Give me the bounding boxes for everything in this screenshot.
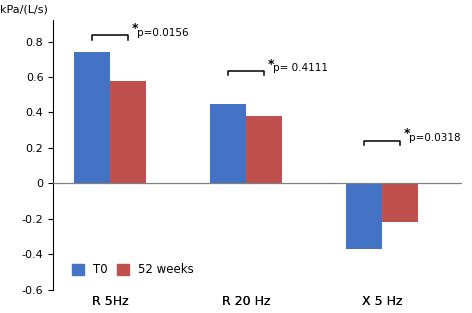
Text: X 5 Hz: X 5 Hz xyxy=(362,295,403,308)
Text: *: * xyxy=(131,22,138,35)
Text: kPa/(L/s): kPa/(L/s) xyxy=(0,5,48,15)
Legend: T0, 52 weeks: T0, 52 weeks xyxy=(67,259,199,281)
Text: *: * xyxy=(268,58,274,70)
Text: X 5 Hz: X 5 Hz xyxy=(362,295,403,308)
Bar xyxy=(346,183,382,249)
Bar xyxy=(74,52,110,183)
Bar xyxy=(382,183,419,222)
Bar xyxy=(210,104,246,183)
Text: R 20 Hz: R 20 Hz xyxy=(222,295,270,308)
Text: p=0.0156: p=0.0156 xyxy=(137,28,189,38)
Text: R 5Hz: R 5Hz xyxy=(92,295,128,308)
Bar xyxy=(246,116,282,183)
Text: *: * xyxy=(404,127,410,141)
Text: p= 0.4111: p= 0.4111 xyxy=(273,63,328,73)
Bar xyxy=(110,81,146,183)
Text: R 20 Hz: R 20 Hz xyxy=(222,295,270,308)
Text: p=0.0318: p=0.0318 xyxy=(409,133,461,143)
Text: R 5Hz: R 5Hz xyxy=(92,295,128,308)
